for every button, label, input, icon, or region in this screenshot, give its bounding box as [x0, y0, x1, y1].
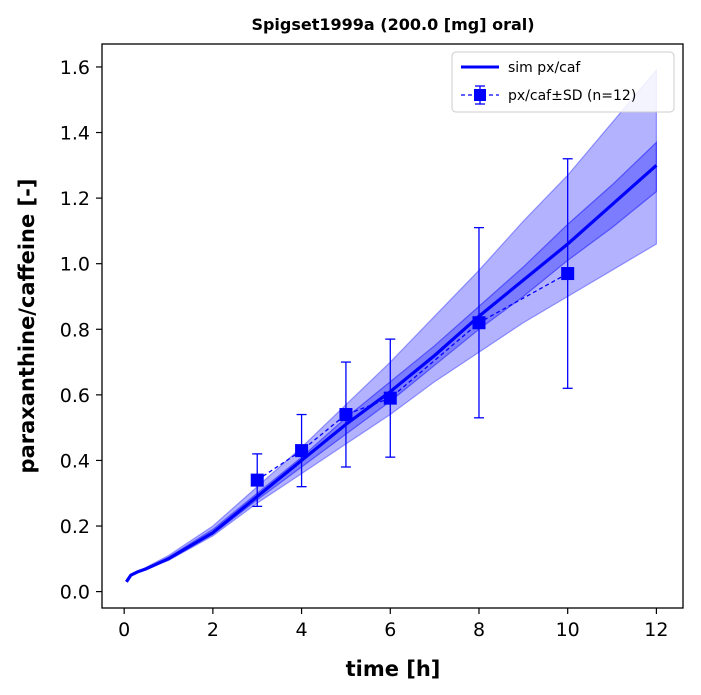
y-tick-label: 1.6: [60, 57, 90, 79]
sim-line: [125, 164, 658, 583]
x-tick-label: 12: [644, 619, 668, 641]
y-tick-label: 0.6: [60, 385, 90, 407]
data-point: [295, 444, 309, 458]
x-tick-label: 8: [473, 619, 485, 641]
legend: sim px/caf px/caf±SD (n=12): [451, 51, 675, 113]
data-point: [472, 316, 486, 330]
x-tick-label: 2: [207, 619, 219, 641]
legend-box: [451, 51, 675, 113]
axes: 0 2 4 6 8 10 12 0.0 0.2 0.4 0.6 0.8 1.0 1.2 1.4 1.6: [60, 57, 669, 641]
x-axis-label: time [h]: [346, 657, 441, 681]
data-line: [256, 272, 569, 481]
y-tick-label: 0.8: [60, 319, 90, 341]
y-tick-label: 1.2: [60, 188, 90, 210]
x-tick-label: 10: [556, 619, 580, 641]
y-axis-label: paraxanthine/caffeine [-]: [15, 179, 39, 474]
x-tick-label: 0: [118, 619, 130, 641]
y-tick-label: 0.0: [60, 582, 90, 604]
y-tick-label: 1.0: [60, 254, 90, 276]
data-point: [250, 473, 264, 487]
data-point: [561, 267, 575, 281]
y-tick-label: 0.2: [60, 516, 90, 538]
plot-frame: [101, 43, 684, 609]
x-tick-label: 6: [384, 619, 396, 641]
legend-marker-data: [474, 89, 486, 101]
legend-label-sim: sim px/caf: [508, 60, 581, 76]
y-tick-label: 1.4: [60, 123, 90, 145]
data-point: [383, 391, 397, 405]
sim-band-outer: [125, 68, 657, 583]
data-point: [339, 408, 353, 422]
plot-area: [125, 68, 658, 583]
y-tick-label: 0.4: [60, 450, 90, 472]
x-tick-label: 4: [296, 619, 308, 641]
chart-title: Spigset1999a (200.0 [mg] oral): [251, 15, 534, 34]
legend-label-data: px/caf±SD (n=12): [508, 88, 636, 104]
